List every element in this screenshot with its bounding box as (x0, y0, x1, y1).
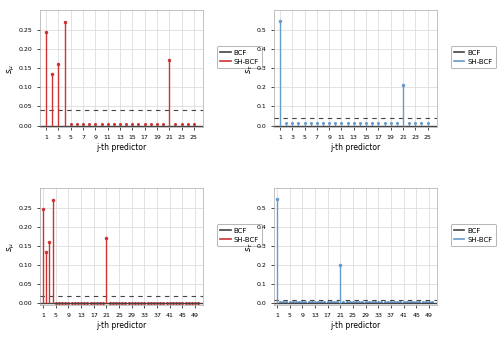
X-axis label: j-th predictor: j-th predictor (330, 321, 380, 330)
X-axis label: j-th predictor: j-th predictor (330, 143, 380, 152)
X-axis label: j-th predictor: j-th predictor (96, 143, 146, 152)
Legend: BCF, SH-BCF: BCF, SH-BCF (450, 46, 496, 68)
Legend: BCF, SH-BCF: BCF, SH-BCF (217, 224, 262, 246)
Y-axis label: $s_\mu$: $s_\mu$ (6, 64, 17, 74)
Legend: BCF, SH-BCF: BCF, SH-BCF (450, 224, 496, 246)
Legend: BCF, SH-BCF: BCF, SH-BCF (217, 46, 262, 68)
Y-axis label: $s_\mu$: $s_\mu$ (6, 242, 17, 252)
Y-axis label: $s_\tau$: $s_\tau$ (244, 64, 255, 74)
X-axis label: j-th predictor: j-th predictor (96, 321, 146, 330)
Y-axis label: $s_\tau$: $s_\tau$ (244, 242, 255, 252)
